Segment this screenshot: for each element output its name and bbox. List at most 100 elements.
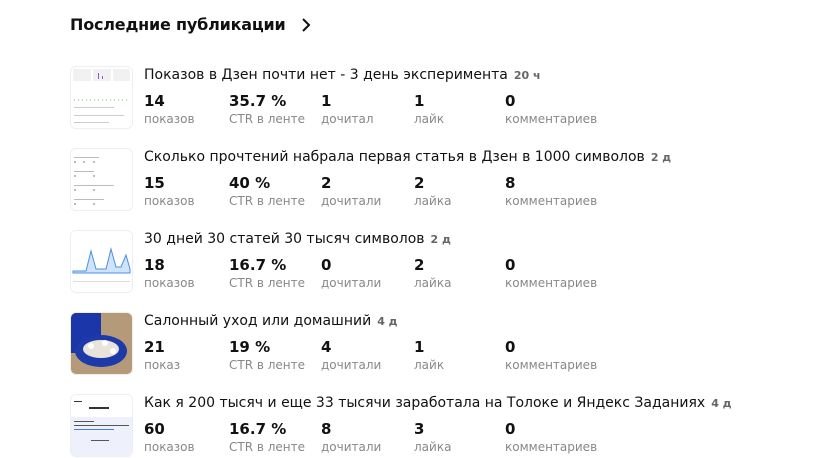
stat-value: 8 [321,420,332,438]
stat-value: 16.7 % [229,256,287,274]
stat-value: 2 [414,174,425,192]
publication-thumbnail[interactable] [70,230,133,293]
stat-label: лайка [414,276,452,290]
stat-value: 4 [321,338,332,356]
stat-value: 35.7 % [229,92,287,110]
stat-label: показов [144,194,195,208]
stat-value: 2 [321,174,332,192]
stat-label: комментариев [505,358,598,372]
stat-value: 14 [144,92,165,110]
stat-label: CTR в ленте [229,194,306,208]
publication-title-text: Сколько прочтений набрала первая статья … [144,149,645,165]
publication-item[interactable]: Сколько прочтений набрала первая статья … [70,148,790,212]
publication-title-text: Показов в Дзен почти нет - 3 день экспер… [144,67,508,83]
stat-label: дочитал [321,112,374,126]
publication-stat: 2 дочитали [321,173,381,209]
publication-stat: 1 лайк [414,91,444,127]
publication-stat: 14 показов [144,91,195,127]
stat-value: 1 [414,338,425,356]
publication-stat: 40 % CTR в ленте [229,173,305,209]
stat-label: CTR в ленте [229,112,306,126]
stat-value: 0 [505,256,516,274]
publication-thumbnail[interactable] [70,66,133,129]
publication-thumbnail[interactable] [70,394,133,457]
stat-label: показов [144,112,195,126]
stat-label: лайк [414,112,445,126]
stat-value: 40 % [229,174,271,192]
stat-value: 0 [505,420,516,438]
publication-stat: 35.7 % CTR в ленте [229,91,305,127]
publication-stat: 0 комментариев [505,337,597,373]
stat-value: 19 % [229,338,271,356]
publication-stat: 16.7 % CTR в ленте [229,419,305,455]
publication-title[interactable]: Показов в Дзен почти нет - 3 день экспер… [144,67,541,83]
publication-age: 2 д [430,233,451,246]
stat-label: показов [144,276,195,290]
stat-value: 1 [414,92,425,110]
publication-stat: 8 дочитали [321,419,381,455]
section-title: Последние публикации [70,15,286,34]
publication-age: 20 ч [513,69,541,82]
stat-label: дочитали [321,194,382,208]
stat-value: 2 [414,256,425,274]
stat-value: 0 [505,92,516,110]
publication-stat: 2 лайка [414,173,451,209]
publication-title[interactable]: Сколько прочтений набрала первая статья … [144,149,671,165]
publication-age: 4 д [711,397,732,410]
publication-title[interactable]: Как я 200 тысяч и еще 33 тысячи заработа… [144,395,732,411]
publication-title-text: 30 дней 30 статей 30 тысяч символов [144,231,425,247]
publication-item[interactable]: Салонный уход или домашний 4 д 21 показ 1… [70,312,790,376]
publication-item[interactable]: 30 дней 30 статей 30 тысяч символов 2 д 1… [70,230,790,294]
publication-stat: 0 комментариев [505,419,597,455]
stat-label: показ [144,358,181,372]
publication-title-text: Как я 200 тысяч и еще 33 тысячи заработа… [144,395,706,411]
stat-label: дочитали [321,358,382,372]
publication-stat: 19 % CTR в ленте [229,337,305,373]
stat-label: CTR в ленте [229,276,306,290]
publication-stat: 60 показов [144,419,195,455]
publication-stat: 21 показ [144,337,180,373]
publication-stat: 0 комментариев [505,255,597,291]
stat-label: комментариев [505,112,598,126]
publication-thumbnail[interactable] [70,148,133,211]
stat-value: 21 [144,338,165,356]
stat-value: 15 [144,174,165,192]
stat-label: дочитали [321,440,382,454]
stat-label: лайк [414,358,445,372]
publication-stat: 1 лайк [414,337,444,373]
stat-value: 8 [505,174,516,192]
stat-value: 18 [144,256,165,274]
stat-value: 60 [144,420,165,438]
publication-stat: 4 дочитали [321,337,381,373]
publication-stat: 16.7 % CTR в ленте [229,255,305,291]
publication-title-text: Салонный уход или домашний [144,313,372,329]
stat-value: 0 [505,338,516,356]
stat-label: лайка [414,440,452,454]
publication-title[interactable]: Салонный уход или домашний 4 д [144,313,398,329]
stat-label: комментариев [505,276,598,290]
chevron-right-icon [301,17,310,32]
stat-label: показов [144,440,195,454]
publication-stat: 18 показов [144,255,195,291]
publication-thumbnail[interactable] [70,312,133,375]
stat-label: CTR в ленте [229,440,306,454]
stat-value: 16.7 % [229,420,287,438]
publication-stat: 1 дочитал [321,91,374,127]
publication-age: 2 д [650,151,672,164]
publication-age: 4 д [377,315,398,328]
publication-item[interactable]: Как я 200 тысяч и еще 33 тысячи заработа… [70,394,790,458]
publication-stat: 0 комментариев [505,91,597,127]
stat-value: 3 [414,420,425,438]
publication-stat: 0 дочитали [321,255,381,291]
publication-item[interactable]: Показов в Дзен почти нет - 3 день экспер… [70,66,790,130]
stat-label: лайка [414,194,452,208]
publication-title[interactable]: 30 дней 30 статей 30 тысяч символов 2 д [144,231,451,247]
stat-label: дочитали [321,276,382,290]
stat-value: 0 [321,256,332,274]
stat-label: комментариев [505,440,598,454]
publication-stat: 3 лайка [414,419,451,455]
publication-stat: 15 показов [144,173,195,209]
stat-label: CTR в ленте [229,358,306,372]
stat-label: комментариев [505,194,598,208]
recent-publications-heading[interactable]: Последние публикации [70,15,314,34]
